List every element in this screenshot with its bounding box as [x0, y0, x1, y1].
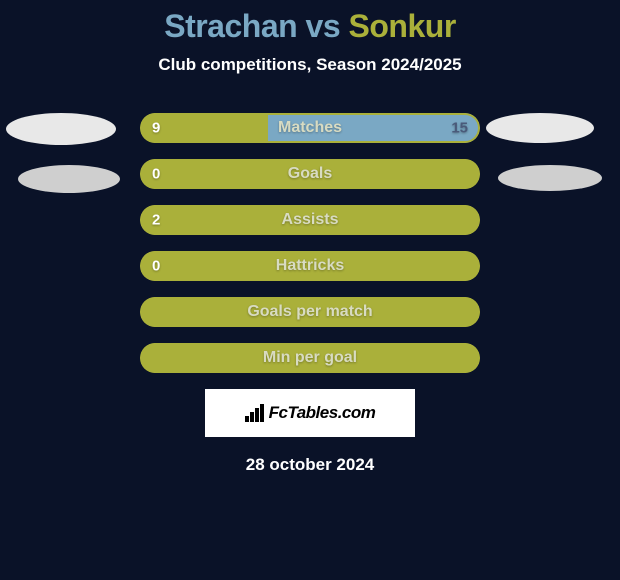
stat-row: Hattricks 0: [140, 251, 480, 281]
bars-icon: [245, 404, 265, 422]
stat-value-left: 9: [152, 120, 160, 137]
stat-value-left: 0: [152, 258, 160, 275]
title: Strachan vs Sonkur: [0, 8, 620, 45]
stat-value-right: 15: [451, 120, 468, 137]
logo-text: FcTables.com: [269, 403, 376, 423]
decor-ellipse-right-top: [486, 113, 594, 143]
decor-ellipse-right-bottom: [498, 165, 602, 191]
stat-label: Goals: [288, 165, 332, 183]
title-player-2: Sonkur: [349, 8, 456, 44]
stat-row: Matches 9 15: [140, 113, 480, 143]
stat-row: Assists 2: [140, 205, 480, 235]
stat-value-left: 0: [152, 166, 160, 183]
stats-area: Matches 9 15 Goals 0 Assists 2 Hattricks 0 Goals …: [0, 113, 620, 475]
logo: FcTables.com: [245, 403, 376, 423]
logo-box: FcTables.com: [205, 389, 415, 437]
stat-label: Matches: [278, 119, 342, 137]
date-text: 28 october 2024: [0, 455, 620, 475]
stat-row: Goals 0: [140, 159, 480, 189]
title-player-1: Strachan: [164, 8, 297, 44]
title-vs: vs: [297, 8, 348, 44]
stat-label: Assists: [282, 211, 339, 229]
decor-ellipse-left-top: [6, 113, 116, 145]
stat-label: Min per goal: [263, 349, 357, 367]
stat-value-left: 2: [152, 212, 160, 229]
stat-label: Hattricks: [276, 257, 344, 275]
stats-list: Matches 9 15 Goals 0 Assists 2 Hattricks 0 Goals …: [0, 113, 620, 373]
stat-row: Min per goal: [140, 343, 480, 373]
stat-row: Goals per match: [140, 297, 480, 327]
comparison-infographic: Strachan vs Sonkur Club competitions, Se…: [0, 0, 620, 475]
stat-label: Goals per match: [247, 303, 372, 321]
subtitle: Club competitions, Season 2024/2025: [0, 55, 620, 75]
decor-ellipse-left-bottom: [18, 165, 120, 193]
